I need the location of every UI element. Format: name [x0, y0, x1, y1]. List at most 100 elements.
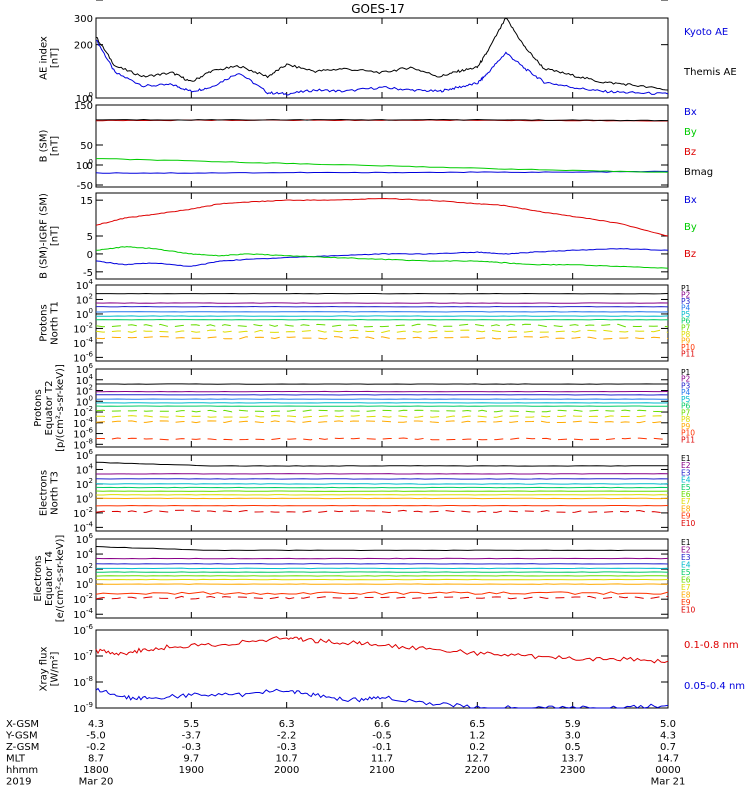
y-axis-label: AE index [39, 36, 50, 80]
legend-entry: Themis AE [683, 67, 737, 78]
series-line [95, 248, 669, 267]
x-axis-value: 1900 [179, 765, 204, 776]
y-tick-label-exponent: -2 [86, 405, 93, 413]
channel-label: P8 [681, 415, 691, 424]
channel-label: E1 [681, 454, 691, 463]
date-end: Mar 21 [651, 777, 686, 788]
y-axis-label: North T1 [50, 301, 61, 345]
y-tick-label: -5 [83, 268, 93, 279]
y-tick-label: 10-2 [73, 506, 93, 520]
x-axis-value: 2200 [465, 765, 490, 776]
channel-label: E4 [681, 561, 691, 570]
channel-label: E2 [681, 461, 691, 470]
channel-line [95, 483, 669, 485]
legend-entry: Bz [684, 249, 696, 260]
y-tick-label-exponent: -4 [86, 520, 94, 528]
y-tick-label: 100 [76, 307, 93, 321]
channel-label: P4 [681, 388, 691, 397]
y-tick-label-exponent: -8 [86, 437, 93, 445]
channel-label: P5 [681, 310, 691, 319]
y-tick-label: 0 [87, 161, 93, 172]
y-tick-label-exponent: -4 [86, 416, 94, 424]
panel-frame [95, 104, 669, 188]
x-axis-value: -0.3 [277, 742, 297, 753]
x-axis-value: 13.7 [562, 754, 584, 765]
x-axis-row-label: X-GSM [6, 719, 39, 730]
x-axis-value: 5.5 [183, 719, 199, 730]
y-tick-label-exponent: -9 [86, 701, 93, 709]
y-tick-label: 0 [87, 250, 93, 261]
channel-label: E5 [681, 483, 691, 492]
x-axis-value: -0.5 [372, 731, 392, 742]
y-tick-label: 102 [76, 477, 93, 491]
x-axis-value: 5.0 [660, 719, 676, 730]
y-tick-label-exponent: 6 [89, 532, 94, 540]
y-tick-label-exponent: 0 [89, 91, 93, 99]
y-tick-label: 10-4 [73, 336, 93, 350]
channel-label: P9 [681, 422, 691, 431]
channel-line [95, 509, 669, 514]
channel-line [95, 323, 669, 328]
channel-label: P7 [681, 408, 691, 417]
x-axis-value: 0.7 [660, 742, 676, 753]
panel-frame [95, 17, 669, 99]
y-tick-label-exponent: 6 [89, 448, 94, 456]
y-tick-label-exponent: 4 [89, 462, 94, 470]
x-axis-row-label: MLT [6, 754, 26, 765]
y-tick-label: 10-8 [73, 675, 93, 689]
channel-label: E8 [681, 504, 691, 513]
channel-line [95, 595, 669, 600]
x-axis-value: -5.0 [86, 731, 106, 742]
y-tick-label: 10-7 [73, 649, 93, 663]
y-axis-label: [nT] [50, 226, 61, 246]
y-tick-label: 10-9 [73, 701, 93, 715]
y-tick-label-exponent: 2 [89, 477, 93, 485]
y-tick-label: 10-2 [73, 321, 93, 335]
series-line [96, 118, 669, 122]
series-line [95, 197, 669, 237]
y-tick-label: 10-4 [73, 607, 93, 621]
date-row-label: 2019 [6, 777, 31, 788]
panel-frame [95, 368, 669, 448]
x-axis-value: -0.2 [86, 742, 106, 753]
x-axis-value: 1800 [83, 765, 108, 776]
y-axis-label: North T3 [50, 471, 61, 515]
y-tick-label-exponent: -8 [86, 675, 93, 683]
x-axis-row-label: Y-GSM [5, 731, 38, 742]
x-axis-value: 0000 [655, 765, 680, 776]
x-axis-value: 4.3 [660, 731, 676, 742]
x-axis-row-label: Z-GSM [6, 742, 39, 753]
y-tick-label: 200 [74, 41, 93, 52]
channel-line [96, 567, 669, 570]
y-tick-label-exponent: -2 [86, 506, 93, 514]
y-tick-label: 106 [76, 448, 94, 462]
channel-line [95, 329, 669, 334]
y-tick-label: 50 [80, 141, 93, 152]
channel-label: P11 [681, 349, 695, 358]
channel-label: E9 [681, 512, 691, 521]
x-axis-value: 12.7 [466, 754, 488, 765]
channel-label: E8 [681, 591, 691, 600]
series-line [95, 636, 669, 664]
channel-label: E7 [681, 497, 691, 506]
y-tick-label-exponent: 2 [89, 292, 93, 300]
x-axis-value: 2300 [560, 765, 585, 776]
channel-label: P8 [681, 330, 691, 339]
x-axis-value: 0.5 [565, 742, 581, 753]
y-tick-label-exponent: 4 [89, 278, 94, 286]
y-tick-label-exponent: -6 [86, 623, 94, 631]
legend-entry: Bz [684, 147, 696, 158]
series-line [95, 687, 669, 709]
y-tick-label: 5 [87, 232, 93, 243]
y-tick-label: 0 [87, 94, 93, 105]
channel-label: P5 [681, 395, 691, 404]
y-axis-label: [nT] [50, 48, 61, 68]
figure-title: GOES-17 [351, 2, 405, 16]
channel-label: P11 [681, 435, 695, 444]
